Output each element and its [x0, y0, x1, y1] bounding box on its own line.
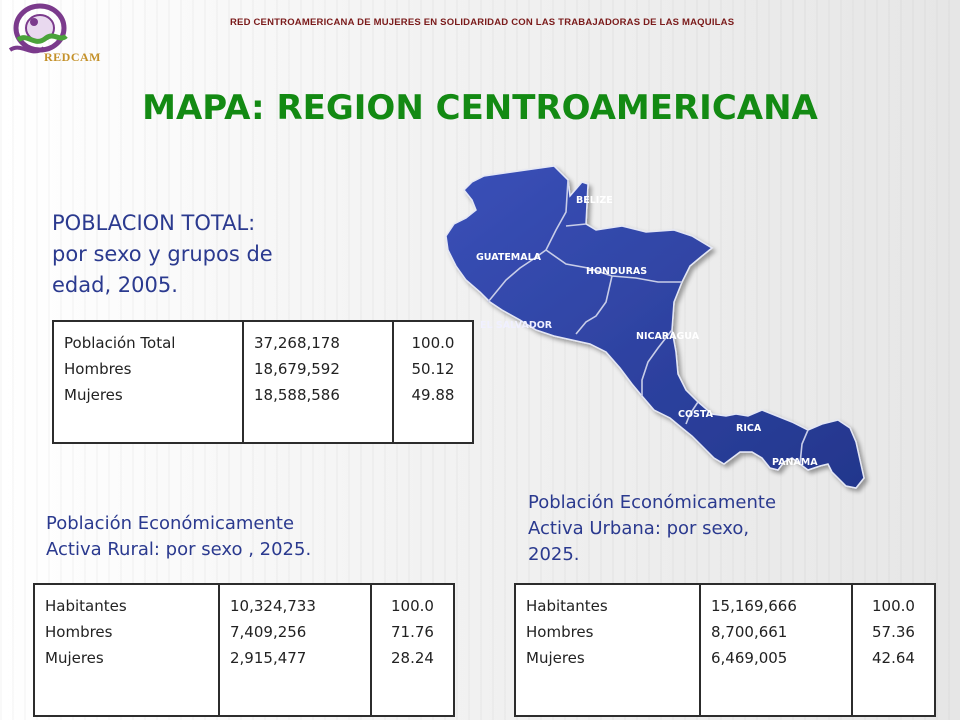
rural-population-heading: Población Económicamente Activa Rural: p…	[46, 513, 312, 560]
map-label-belize: BELIZE	[576, 195, 613, 206]
rural-population-table: Habitantes Hombres Mujeres 10,324,733 7,…	[33, 583, 455, 717]
table-value-column: 37,268,178 18,679,592 18,588,586	[242, 320, 394, 444]
logo-graphic-icon	[8, 3, 68, 54]
table-value-column: 15,169,666 8,700,661 6,469,005	[699, 583, 853, 717]
country-borders	[487, 179, 809, 465]
table-percent-column: 100.0 57.36 42.64	[851, 583, 936, 717]
table-percent-column: 100.0 50.12 49.88	[392, 320, 474, 444]
table-label-column: Población Total Hombres Mujeres	[52, 320, 244, 444]
table-label-column: Habitantes Hombres Mujeres	[33, 583, 220, 717]
map-label-guatemala: GUATEMALA	[476, 252, 542, 263]
central-america-map: BELIZE GUATEMALA HONDURAS EL SALVADOR NI…	[445, 165, 865, 489]
total-population-heading: POBLACION TOTAL: por sexo y grupos de ed…	[52, 211, 273, 297]
map-label-panama: PANAMA	[772, 457, 818, 468]
urban-population-heading: Población Económicamente Activa Urbana: …	[528, 492, 777, 565]
logo-text: REDCAM	[44, 50, 101, 64]
map-label-honduras: HONDURAS	[586, 266, 647, 277]
table-value-column: 10,324,733 7,409,256 2,915,477	[218, 583, 372, 717]
table-label-column: Habitantes Hombres Mujeres	[514, 583, 701, 717]
map-label-nicaragua: NICARAGUA	[636, 331, 700, 342]
land-mass	[445, 165, 865, 489]
map-label-costa-rica-1: COSTA	[678, 409, 714, 420]
table-percent-column: 100.0 71.76 28.24	[370, 583, 455, 717]
map-label-costa-rica-2: RICA	[736, 423, 762, 434]
urban-population-table: Habitantes Hombres Mujeres 15,169,666 8,…	[514, 583, 936, 717]
redcam-logo: REDCAM	[4, 2, 114, 74]
total-population-table: Población Total Hombres Mujeres 37,268,1…	[52, 320, 474, 444]
map-label-el-salvador: EL SALVADOR	[480, 320, 553, 331]
page-title: MAPA: REGION CENTROAMERICANA	[142, 88, 818, 128]
organization-header: RED CENTROAMERICANA DE MUJERES EN SOLIDA…	[230, 17, 735, 28]
